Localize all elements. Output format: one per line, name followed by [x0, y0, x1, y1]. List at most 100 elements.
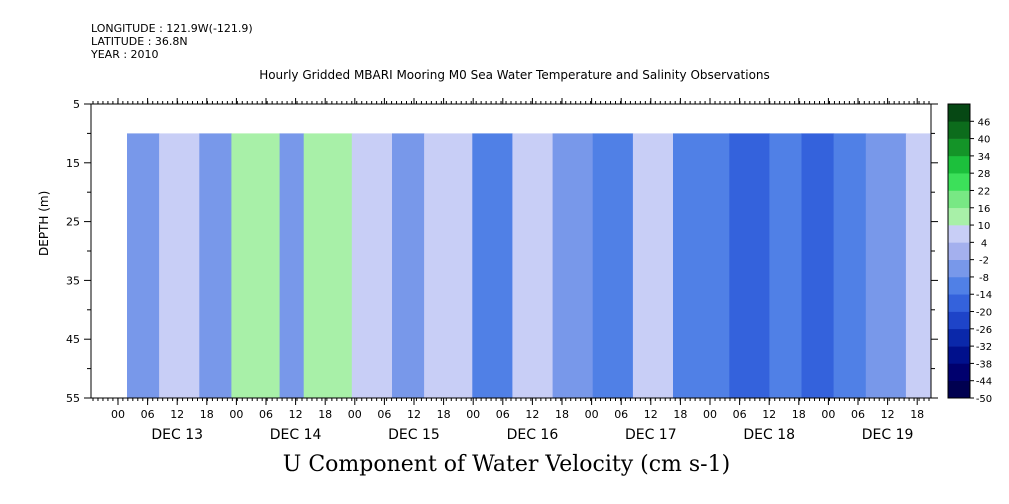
x-tick-label: 00 [703, 408, 717, 421]
colorbar-label: 34 [978, 152, 991, 163]
colorbar-label: 16 [978, 204, 991, 215]
year-label: YEAR : 2010 [91, 48, 159, 61]
colorbar-segment [948, 363, 970, 381]
colorbar-label: 46 [978, 117, 991, 128]
colorbar-segment [948, 104, 970, 122]
colorbar-segment [948, 207, 970, 226]
heatmap-band [199, 133, 232, 398]
latitude-label: LATITUDE : 36.8N [91, 35, 188, 48]
x-tick-label: 18 [437, 408, 451, 421]
x-tick-label: 00 [229, 408, 243, 421]
x-day-label: DEC 16 [507, 427, 559, 443]
colorbar-label: -26 [976, 325, 992, 336]
x-tick-label: 00 [821, 408, 835, 421]
x-tick-label: 18 [792, 408, 806, 421]
colorbar: 46 40 34 28 22 16 10 4 -2 -8 -14 -20 -26 -32 -38 -44 -50 [947, 103, 992, 405]
colorbar-segment [948, 190, 970, 209]
x-tick-label: 12 [762, 408, 776, 421]
colorbar-segment [948, 155, 970, 174]
x-tick-label: 18 [673, 408, 687, 421]
y-tick-label: 35 [66, 274, 80, 287]
heatmap-band [833, 133, 867, 398]
longitude-label: LONGITUDE : 121.9W(-121.9) [91, 22, 253, 35]
chart-title: Hourly Gridded MBARI Mooring M0 Sea Wate… [259, 68, 770, 82]
colorbar-segment [948, 138, 970, 157]
x-day-label: DEC 14 [270, 427, 322, 443]
x-tick-label: 06 [259, 408, 273, 421]
y-tick-label: 15 [66, 157, 80, 170]
y-tick-label: 55 [66, 392, 80, 405]
colorbar-label: 10 [978, 221, 991, 232]
x-tick-label: 18 [200, 408, 214, 421]
y-tick-label: 45 [66, 333, 80, 346]
x-tick-label: 12 [170, 408, 184, 421]
x-tick-label: 06 [614, 408, 628, 421]
colorbar-label: -20 [976, 308, 992, 319]
colorbar-segment [948, 242, 970, 260]
heatmap-band [159, 133, 200, 398]
x-tick-label: 06 [496, 408, 510, 421]
heatmap-band [351, 133, 393, 398]
location-metadata: LONGITUDE : 121.9W(-121.9) LATITUDE : 36… [91, 22, 253, 61]
axes: 00 06 12 18 00 06 12 18 00 06 12 18 00 06 12 18 00 06 12 18… [66, 98, 938, 443]
colorbar-segment [948, 328, 970, 347]
heatmap-band [769, 133, 803, 398]
x-day-label: DEC 19 [862, 427, 914, 443]
y-tick-label: 25 [66, 216, 80, 229]
colorbar-label: -38 [976, 359, 992, 370]
heatmap-band [472, 133, 514, 398]
heatmap-band [424, 133, 473, 398]
heatmap-band [231, 133, 281, 398]
colorbar-label: -50 [976, 394, 992, 405]
heatmap-band [392, 133, 425, 398]
colorbar-segment [948, 380, 970, 399]
x-tick-label: 12 [644, 408, 658, 421]
colorbar-segment [948, 121, 970, 139]
colorbar-segment [948, 346, 970, 364]
colorbar-segment [948, 294, 970, 312]
colorbar-label: -8 [979, 273, 989, 284]
x-tick-label: 06 [377, 408, 391, 421]
heatmap-band [552, 133, 594, 398]
colorbar-label: -44 [976, 377, 992, 388]
x-tick-label: 12 [407, 408, 421, 421]
x-tick-label: 12 [525, 408, 539, 421]
x-tick-label: 00 [111, 408, 125, 421]
colorbar-segment [948, 276, 970, 295]
x-tick-label: 18 [555, 408, 569, 421]
x-day-label: DEC 17 [625, 427, 677, 443]
x-tick-label: 00 [466, 408, 480, 421]
colorbar-label: 28 [978, 169, 991, 180]
x-day-label: DEC 18 [743, 427, 795, 443]
heatmap-band [127, 133, 160, 398]
x-tick-label: 06 [141, 408, 155, 421]
x-tick-label: 18 [318, 408, 332, 421]
x-day-label: DEC 13 [151, 427, 203, 443]
x-tick-label: 06 [733, 408, 747, 421]
colorbar-segment [948, 225, 970, 243]
colorbar-label: 4 [981, 238, 987, 249]
x-tick-label: 00 [348, 408, 362, 421]
heatmap-field [127, 133, 931, 398]
heatmap-band [279, 133, 305, 398]
colorbar-segment [948, 259, 970, 278]
x-tick-label: 00 [585, 408, 599, 421]
heatmap-band [592, 133, 634, 398]
x-tick-label: 12 [881, 408, 895, 421]
colorbar-segment [948, 311, 970, 330]
x-tick-label: 18 [910, 408, 924, 421]
x-day-label: DEC 15 [388, 427, 440, 443]
colorbar-label: -32 [976, 342, 992, 353]
heatmap-band [303, 133, 353, 398]
colorbar-segment [948, 173, 970, 191]
heatmap-band [801, 133, 835, 398]
colorbar-label: -14 [976, 290, 992, 301]
colorbar-label: 22 [978, 186, 991, 197]
heatmap-band [512, 133, 554, 398]
heatmap-band [865, 133, 907, 398]
variable-title: U Component of Water Velocity (cm s-1) [282, 452, 731, 477]
heatmap-band [729, 133, 771, 398]
heatmap-band [905, 133, 931, 398]
x-tick-label: 06 [851, 408, 865, 421]
